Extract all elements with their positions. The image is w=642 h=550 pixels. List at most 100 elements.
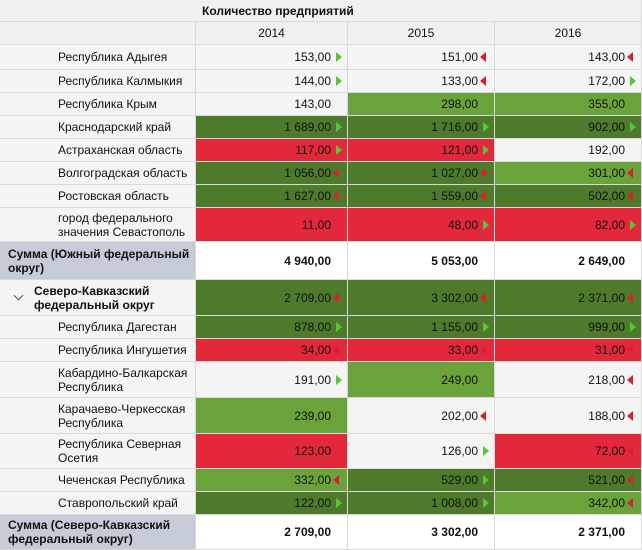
cell-value: 239,00 (294, 408, 331, 423)
value-cell: 218,00 (495, 362, 642, 398)
row-label: Республика Ингушетия (58, 343, 187, 357)
cell-value: 191,00 (294, 372, 331, 387)
total-label-cell: Сумма (Южный федеральный округ) (0, 242, 196, 280)
value-cell: 34,00 (196, 339, 348, 362)
cell-value: 5 053,00 (431, 253, 478, 268)
value-cell: 11,00 (196, 208, 348, 242)
cell-value: 2 371,00 (578, 525, 625, 539)
value-cell: 1 627,00 (196, 185, 348, 208)
value-cell: 2 709,00 (196, 515, 348, 550)
trend-arrow (480, 410, 486, 421)
trend-arrow (627, 446, 633, 456)
trend-arrow (336, 122, 342, 132)
cell-value: 172,00 (588, 74, 625, 88)
trend-arrow (630, 76, 636, 86)
row-label-cell: Ставропольский край (0, 492, 196, 515)
cell-value: 2 709,00 (284, 290, 331, 305)
header-title: Количество предприятий (202, 3, 354, 18)
value-cell: 3 302,00 (348, 280, 495, 316)
value-cell: 123,00 (196, 434, 348, 469)
value-cell: 188,00 (495, 398, 642, 434)
row-label-cell: Краснодарский край (0, 116, 196, 139)
row-label-cell: Республика Калмыкия (0, 70, 196, 93)
cell-value: 117,00 (295, 143, 331, 157)
trend-arrow (627, 345, 633, 355)
trend-arrow (483, 145, 489, 155)
row-label-cell: Республика Крым (0, 93, 196, 116)
trend-arrow (336, 145, 342, 155)
value-cell: 202,00 (348, 398, 495, 434)
trend-arrow (627, 410, 633, 421)
cell-value: 72,00 (594, 444, 625, 458)
expand-chevron[interactable] (13, 290, 24, 301)
column-header: 2016 (495, 22, 642, 45)
cell-value: 82,00 (594, 217, 625, 232)
trend-arrow (336, 322, 342, 332)
trend-arrow (480, 345, 486, 355)
value-cell: 301,00 (495, 162, 642, 185)
cell-value: 332,00 (294, 473, 331, 487)
trend-arrow (483, 446, 489, 456)
cell-value: 502,00 (588, 189, 625, 203)
cell-value: 133,00 (441, 74, 478, 88)
row-label: Ростовская область (58, 189, 169, 203)
column-header: 2014 (196, 22, 348, 45)
value-cell: 4 940,00 (196, 242, 348, 280)
cell-value: 1 008,00 (431, 496, 478, 510)
value-cell: 153,00 (196, 45, 348, 70)
trend-arrow (627, 191, 633, 201)
row-label-cell: Ростовская область (0, 185, 196, 208)
trend-arrow (333, 168, 339, 178)
cell-value: 123,00 (294, 444, 331, 458)
cell-value: 33,00 (447, 343, 478, 357)
row-label: Республика Крым (58, 97, 157, 111)
cell-value: 48,00 (447, 217, 478, 232)
cell-value: 521,00 (588, 473, 625, 487)
cell-value: 218,00 (588, 372, 625, 387)
cell-value: 902,00 (588, 120, 625, 134)
value-cell: 249,00 (348, 362, 495, 398)
row-label: Волгоградская область (58, 166, 188, 180)
value-cell: 1 716,00 (348, 116, 495, 139)
trend-arrow (480, 292, 486, 303)
cell-value: 878,00 (294, 320, 331, 334)
cell-value: 122,00 (294, 496, 331, 510)
cell-value: 2 649,00 (578, 253, 625, 268)
trend-arrow (336, 374, 342, 385)
row-label: Ставропольский край (58, 496, 178, 510)
row-label: Краснодарский край (58, 120, 172, 134)
cell-value: 192,00 (588, 143, 625, 157)
trend-arrow (627, 498, 633, 508)
value-cell: 239,00 (196, 398, 348, 434)
value-cell: 298,00 (348, 93, 495, 116)
value-cell: 126,00 (348, 434, 495, 469)
row-label: город федерального значения Севастополь (58, 210, 186, 239)
value-cell: 502,00 (495, 185, 642, 208)
value-cell: 143,00 (196, 93, 348, 116)
value-cell: 332,00 (196, 469, 348, 492)
trend-arrow (483, 498, 489, 508)
trend-arrow (630, 322, 636, 332)
cell-value: 143,00 (588, 50, 625, 64)
value-cell: 1 155,00 (348, 316, 495, 339)
trend-arrow (627, 52, 633, 62)
value-cell: 31,00 (495, 339, 642, 362)
value-cell: 72,00 (495, 434, 642, 469)
value-cell: 133,00 (348, 70, 495, 93)
cell-value: 999,00 (588, 320, 625, 334)
value-cell: 2 649,00 (495, 242, 642, 280)
column-label: 2014 (258, 26, 285, 40)
row-label: Карачаево-Черкесская Республика (58, 401, 186, 430)
value-cell: 122,00 (196, 492, 348, 515)
row-label: Чеченская Республика (58, 473, 185, 487)
row-label: Северо-Кавказский федеральный округ (34, 283, 155, 312)
row-label-cell: Кабардино-Балкарская Республика (0, 362, 196, 398)
row-label-cell: Волгоградская область (0, 162, 196, 185)
value-cell: 192,00 (495, 139, 642, 162)
cell-value: 1 056,00 (284, 166, 331, 180)
value-cell: 121,00 (348, 139, 495, 162)
cell-value: 4 940,00 (284, 253, 331, 268)
value-cell: 529,00 (348, 469, 495, 492)
row-label-cell: Северо-Кавказский федеральный округ (0, 280, 196, 316)
